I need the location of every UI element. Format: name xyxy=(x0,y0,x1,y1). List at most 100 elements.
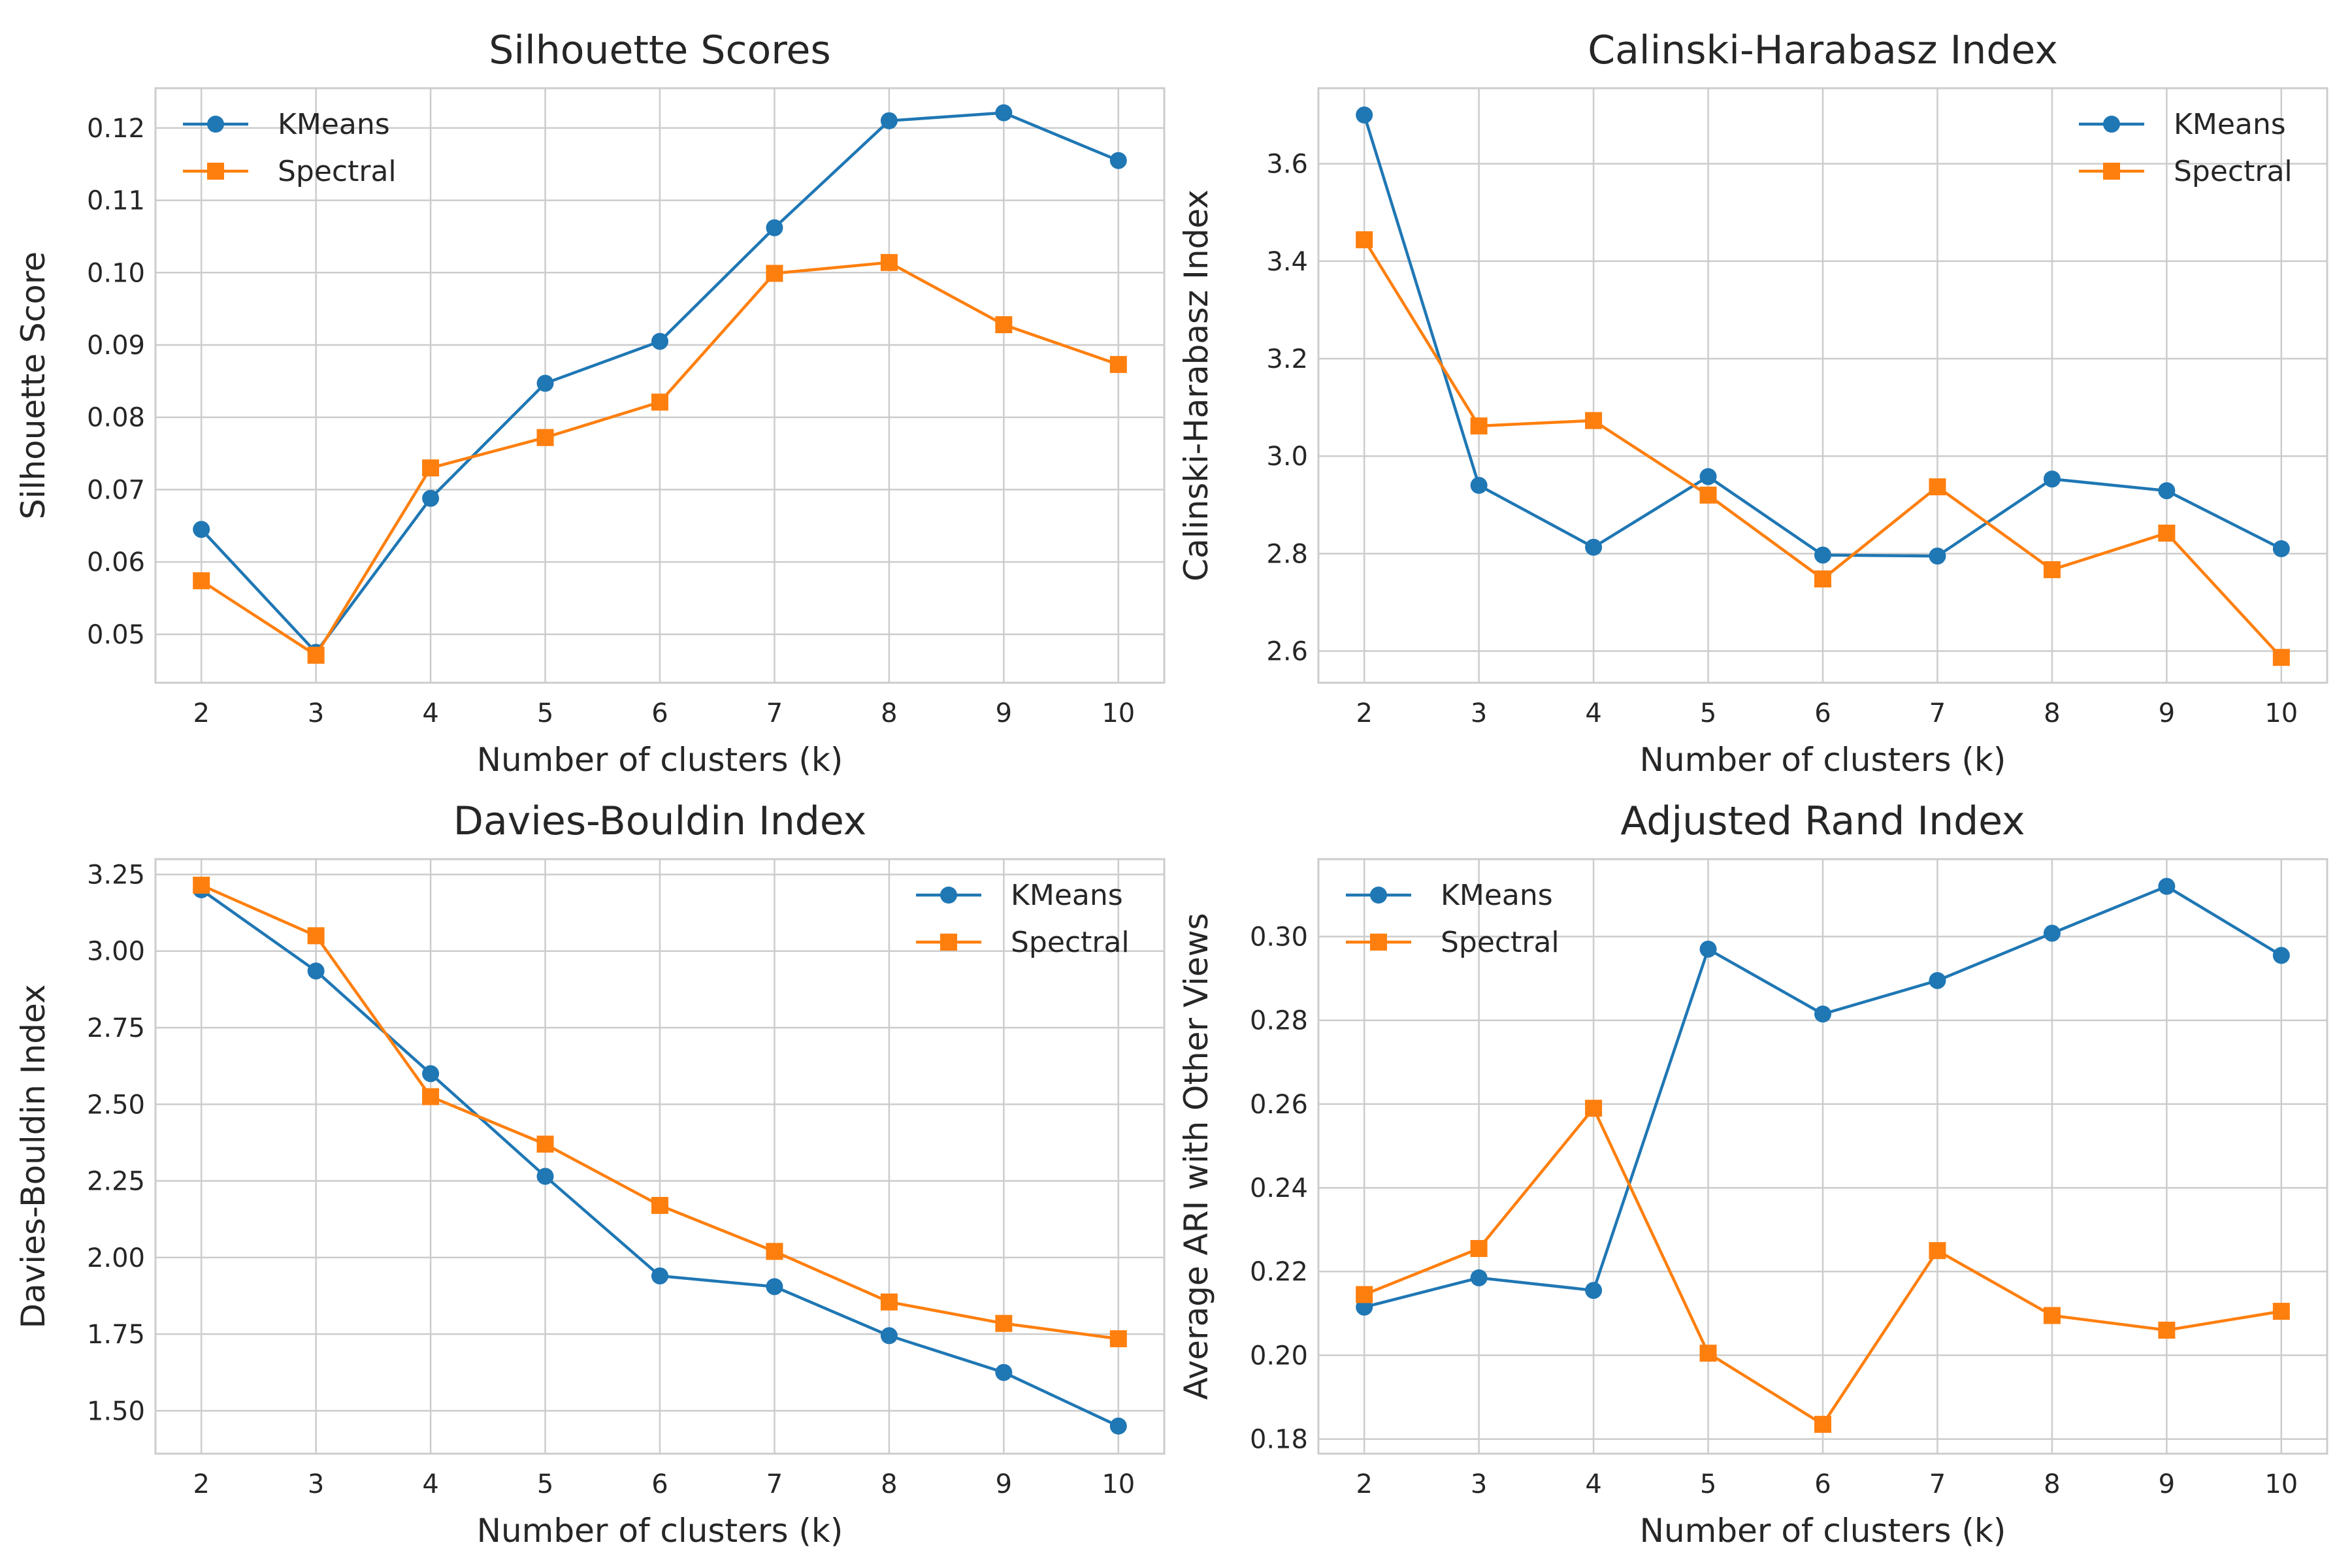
x-tick-label: 10 xyxy=(2264,698,2298,728)
y-tick-label: 0.06 xyxy=(87,547,145,578)
data-point-kmeans xyxy=(995,104,1013,122)
y-tick-label: 1.50 xyxy=(87,1396,145,1426)
x-axis-label: Number of clusters (k) xyxy=(1640,1512,2006,1550)
subplot-3: 2 3 4 5 6 7 8 9 10 1.50 1.75 2.00 2.25 2.50 2.75 3.00 3.… xyxy=(14,798,1166,1550)
y-tick-label: 2.25 xyxy=(87,1167,145,1197)
data-point-spectral xyxy=(1699,1345,1717,1362)
data-point-spectral xyxy=(1470,417,1488,434)
x-tick-label: 9 xyxy=(2159,698,2175,728)
y-tick-label: 0.18 xyxy=(1250,1425,1308,1455)
x-tick-label: 4 xyxy=(1585,698,1601,728)
subplot-4: 2 3 4 5 6 7 8 9 10 0.18 0.20 0.22 0.24 0.26 0.28 0.30 Ad… xyxy=(1177,798,2328,1550)
legend-marker xyxy=(940,934,957,951)
x-tick-label: 4 xyxy=(422,1469,438,1499)
data-point-spectral xyxy=(2043,561,2061,578)
data-point-kmeans xyxy=(1585,1282,1603,1299)
data-point-kmeans xyxy=(536,1168,554,1185)
legend-marker xyxy=(207,163,224,180)
x-tick-label: 7 xyxy=(1929,1469,1946,1499)
x-tick-label: 3 xyxy=(308,698,324,728)
data-point-spectral xyxy=(2158,1321,2176,1339)
data-point-spectral xyxy=(1929,1242,1946,1260)
data-point-spectral xyxy=(880,1293,898,1311)
y-tick-label: 3.2 xyxy=(1266,344,1308,374)
data-point-kmeans xyxy=(1929,972,1946,989)
x-tick-label: 8 xyxy=(881,1469,897,1499)
chart-title: Calinski-Harabasz Index xyxy=(1588,27,2058,73)
x-tick-label: 9 xyxy=(996,1469,1012,1499)
y-axis-label: Davies-Bouldin Index xyxy=(14,984,52,1328)
data-point-kmeans xyxy=(2272,540,2290,557)
data-point-kmeans xyxy=(2158,482,2176,500)
y-tick-label: 2.8 xyxy=(1266,539,1308,569)
y-axis-label: Calinski-Harabasz Index xyxy=(1177,189,1215,581)
data-point-spectral xyxy=(2272,1303,2290,1320)
data-point-kmeans xyxy=(1109,1417,1127,1435)
legend-label: Spectral xyxy=(1441,926,1560,959)
data-point-spectral xyxy=(1585,412,1603,429)
data-point-spectral xyxy=(995,1315,1013,1332)
x-tick-label: 2 xyxy=(1356,698,1372,728)
y-tick-label: 3.00 xyxy=(87,937,145,967)
data-point-spectral xyxy=(2043,1307,2061,1324)
data-point-kmeans xyxy=(422,489,440,507)
data-point-kmeans xyxy=(307,962,325,980)
data-point-spectral xyxy=(1356,1286,1373,1303)
x-tick-label: 6 xyxy=(651,1469,668,1499)
y-tick-label: 0.11 xyxy=(87,186,145,216)
data-point-spectral xyxy=(1585,1100,1603,1117)
y-tick-label: 0.12 xyxy=(87,114,145,144)
x-tick-label: 6 xyxy=(651,698,668,728)
data-point-spectral xyxy=(766,1243,783,1260)
x-tick-label: 10 xyxy=(1102,698,1135,728)
legend-marker xyxy=(1370,934,1387,951)
y-tick-label: 3.0 xyxy=(1266,442,1308,472)
data-point-spectral xyxy=(193,572,210,589)
x-tick-label: 6 xyxy=(1814,1469,1831,1499)
y-tick-label: 0.10 xyxy=(87,258,145,288)
y-tick-label: 0.28 xyxy=(1250,1006,1308,1036)
data-point-kmeans xyxy=(2272,947,2290,964)
data-point-kmeans xyxy=(536,374,554,392)
axes-frame xyxy=(1317,87,2328,684)
y-tick-label: 3.6 xyxy=(1266,150,1308,180)
legend: KMeans Spectral xyxy=(2079,108,2293,188)
data-point-kmeans xyxy=(1929,547,1946,565)
data-point-spectral xyxy=(1470,1239,1488,1257)
data-point-kmeans xyxy=(422,1065,440,1083)
data-point-kmeans xyxy=(880,112,898,129)
x-tick-label: 8 xyxy=(2044,1469,2060,1499)
y-tick-label: 0.20 xyxy=(1250,1341,1308,1371)
x-tick-label: 4 xyxy=(1585,1469,1601,1499)
x-tick-label: 2 xyxy=(193,1469,209,1499)
data-point-spectral xyxy=(651,393,668,411)
y-tick-label: 0.22 xyxy=(1250,1257,1308,1287)
y-tick-label: 0.08 xyxy=(87,403,145,433)
data-point-kmeans xyxy=(1699,940,1717,958)
x-axis-label: Number of clusters (k) xyxy=(477,1512,843,1550)
data-point-kmeans xyxy=(193,521,210,538)
x-tick-label: 7 xyxy=(766,1469,783,1499)
data-point-kmeans xyxy=(995,1364,1013,1381)
y-tick-label: 0.09 xyxy=(87,331,145,361)
data-point-kmeans xyxy=(651,333,668,350)
data-point-kmeans xyxy=(651,1267,668,1284)
data-point-kmeans xyxy=(1585,538,1603,556)
x-axis-label: Number of clusters (k) xyxy=(1640,741,2006,779)
data-point-kmeans xyxy=(880,1327,898,1345)
y-tick-label: 3.25 xyxy=(87,860,145,890)
data-point-spectral xyxy=(536,429,554,446)
y-tick-label: 2.00 xyxy=(87,1243,145,1273)
x-axis-label: Number of clusters (k) xyxy=(477,741,843,779)
x-tick-label: 3 xyxy=(1471,698,1487,728)
legend: KMeans Spectral xyxy=(183,108,397,188)
x-tick-label: 9 xyxy=(996,698,1012,728)
data-point-spectral xyxy=(1814,570,1831,588)
axes-frame xyxy=(154,858,1166,1455)
data-point-spectral xyxy=(1699,486,1717,504)
data-point-spectral xyxy=(1929,478,1946,496)
legend-label: Spectral xyxy=(278,155,397,188)
data-point-spectral xyxy=(995,316,1013,334)
x-tick-label: 8 xyxy=(881,698,897,728)
data-point-spectral xyxy=(1109,355,1127,373)
